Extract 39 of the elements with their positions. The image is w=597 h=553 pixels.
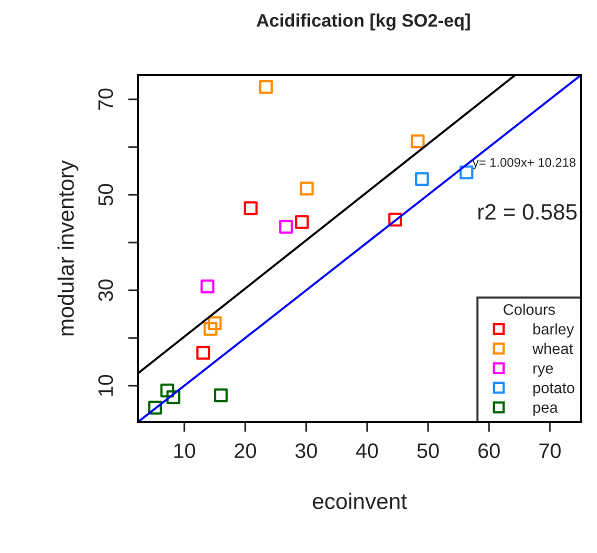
x-tick-label: 70 [539, 443, 561, 458]
x-tick-label: 40 [356, 443, 378, 458]
point [460, 165, 474, 180]
legend-label: potato [533, 383, 574, 396]
y-tick-label: 30 [98, 279, 114, 302]
annotation: r2 = 0.585 [478, 204, 577, 220]
x-tick-label: 60 [478, 443, 500, 458]
point [166, 390, 180, 404]
chart-title: Acidification [kg SO2-eq] [256, 14, 470, 30]
point [279, 220, 293, 234]
point [410, 134, 425, 148]
point [294, 215, 309, 229]
point [300, 182, 314, 196]
y-axis-title: modular inventory [58, 160, 78, 336]
y-tick-label: 70 [98, 88, 114, 110]
legend-label: rye [533, 365, 553, 377]
annotation: y= 1.009x+ 10.218 [472, 158, 576, 170]
point [200, 280, 214, 294]
point [208, 316, 222, 330]
x-tick-label: 50 [417, 443, 439, 458]
point [388, 212, 402, 227]
point [214, 388, 228, 402]
point [160, 384, 174, 398]
point [259, 80, 273, 94]
legend-title: Colours [504, 304, 555, 315]
x-tick-label: 10 [174, 443, 196, 458]
y-tick-label: 50 [98, 184, 114, 206]
point [196, 346, 210, 360]
x-axis-title: ecoinvent [312, 492, 407, 510]
x-tick-label: 30 [295, 443, 317, 458]
legend-label: wheat [532, 342, 574, 354]
legend-label: barley [533, 323, 574, 338]
point [148, 400, 162, 415]
x-tick-label: 20 [234, 443, 256, 458]
point [204, 322, 218, 336]
point [415, 172, 429, 186]
point [244, 201, 258, 216]
y-tick-label: 10 [98, 374, 114, 396]
legend-label: pea [533, 404, 558, 416]
